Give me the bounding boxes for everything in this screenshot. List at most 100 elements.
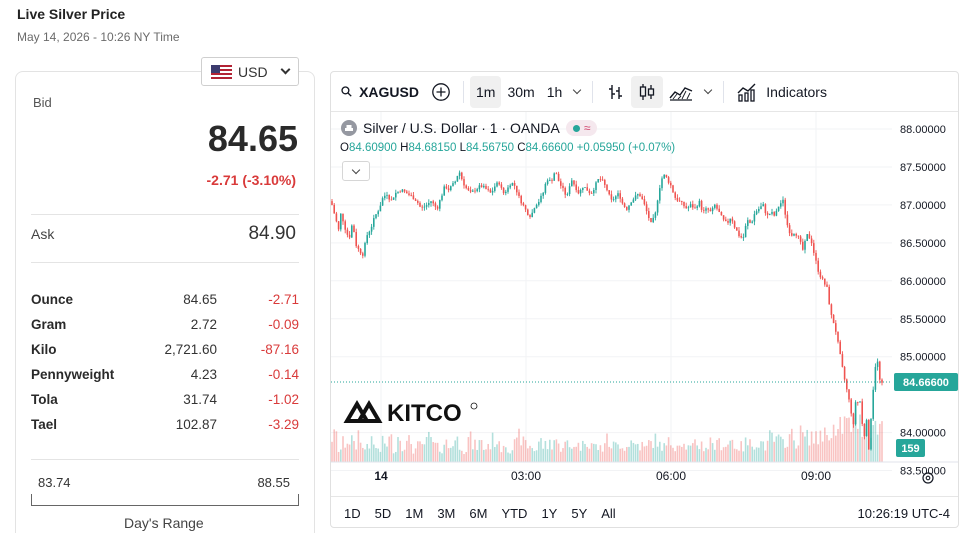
volume-bar — [810, 431, 813, 462]
volume-bar — [667, 437, 670, 462]
volume-bar — [859, 414, 861, 462]
volume-bar — [593, 443, 595, 462]
area-chart-type-button[interactable] — [663, 76, 699, 108]
volume-bar — [549, 439, 551, 462]
indicators-button[interactable]: Indicators — [730, 76, 833, 108]
page-title: Live Silver Price — [17, 6, 126, 22]
volume-bar — [747, 445, 749, 462]
volume-bar — [841, 433, 844, 462]
candle-body — [487, 188, 489, 190]
candle-body — [560, 181, 562, 186]
symbol-search[interactable]: XAGUSD — [331, 76, 425, 108]
currency-value: USD — [238, 63, 268, 80]
candle-body — [817, 260, 819, 272]
range-ytd-button[interactable]: YTD — [501, 505, 528, 521]
range-all-button[interactable]: All — [601, 505, 616, 521]
candle-body — [333, 204, 335, 214]
page-subtitle: May 14, 2026 - 10:26 NY Time — [17, 30, 180, 44]
interval-dropdown[interactable] — [568, 76, 586, 108]
range-3m-button[interactable]: 3M — [437, 505, 456, 521]
collapse-legend-button[interactable] — [342, 161, 370, 181]
candle-body — [379, 205, 382, 212]
volume-bar — [381, 435, 384, 462]
volume-bar — [551, 449, 553, 462]
volume-bar — [441, 453, 443, 462]
market-status-badge[interactable]: ≈ — [565, 120, 598, 136]
candle-body — [582, 187, 584, 190]
candle-body — [722, 215, 725, 220]
candle-body — [584, 187, 586, 189]
candle-body — [553, 173, 555, 181]
interval-30m[interactable]: 30m — [507, 83, 535, 100]
x-tick-label: 09:00 — [801, 469, 831, 483]
volume-bar — [843, 416, 846, 462]
candle-body — [740, 236, 742, 238]
candle-body — [782, 199, 784, 204]
volume-bar — [573, 446, 575, 462]
volume-bar — [630, 440, 632, 462]
range-1d-button[interactable]: 1D — [344, 505, 361, 521]
candle-body — [645, 204, 648, 212]
candle-body — [751, 221, 753, 223]
volume-bar — [733, 448, 736, 462]
unit-row: Pennyweight 4.23 -0.14 — [31, 362, 299, 387]
range-1m-button[interactable]: 1M — [405, 505, 424, 521]
range-5d-button[interactable]: 5D — [374, 505, 392, 521]
candle-body — [586, 187, 588, 191]
volume-bar — [736, 449, 738, 462]
interval-1m[interactable]: 1m — [470, 75, 502, 108]
toolbar-separator — [723, 80, 725, 103]
compare-symbol-button[interactable] — [425, 76, 457, 108]
bar-chart-type-button[interactable] — [599, 76, 631, 108]
candle-body — [850, 399, 852, 414]
volume-bar — [650, 441, 652, 462]
currency-select[interactable]: USD — [201, 57, 299, 86]
candle-body — [683, 201, 685, 207]
candle-body — [395, 192, 397, 198]
candle-body — [760, 206, 762, 209]
volume-bar — [753, 449, 756, 462]
candle-body — [606, 184, 608, 191]
range-1y-button[interactable]: 1Y — [541, 505, 558, 521]
candle-body — [353, 225, 355, 233]
interval-1h[interactable]: 1h — [546, 83, 563, 100]
candle-body — [802, 241, 804, 250]
volume-bar — [535, 450, 538, 462]
candle-body — [727, 221, 729, 223]
volume-bar — [813, 443, 815, 462]
volume-bar — [390, 434, 393, 462]
volume-bar — [555, 439, 558, 462]
candle-body — [874, 366, 877, 390]
chart-type-dropdown[interactable] — [699, 76, 717, 108]
candle-body — [729, 218, 731, 223]
kitco-wordmark: KITCO — [387, 400, 462, 427]
volume-bar — [425, 437, 428, 462]
range-6m-button[interactable]: 6M — [469, 505, 488, 521]
candle-body — [544, 183, 547, 193]
settings-icon[interactable] — [922, 472, 934, 484]
symbol-logo-icon — [341, 120, 357, 136]
candle-chart-type-button[interactable] — [631, 75, 664, 108]
candle-body — [406, 191, 408, 194]
candle-body — [348, 234, 351, 238]
volume-bar — [586, 446, 588, 462]
candle-body — [533, 208, 536, 213]
volume-bar — [606, 433, 608, 462]
candle-body — [502, 187, 505, 194]
candle-body — [410, 194, 412, 196]
volume-bar — [637, 443, 639, 462]
volume-bar — [480, 440, 483, 462]
price-chart[interactable]: KITCO 88.00000 87.50000 87.00000 86.50000 86… — [331, 112, 959, 496]
candle-body — [749, 220, 751, 223]
range-5y-button[interactable]: 5Y — [571, 505, 588, 521]
ask-label: Ask — [31, 226, 55, 242]
volume-bar — [333, 429, 335, 462]
volume-bar — [725, 446, 727, 462]
chart-clock[interactable]: 10:26:19 UTC-4 — [857, 505, 951, 521]
candle-body — [694, 207, 696, 209]
volume-bar — [643, 446, 646, 462]
unit-name: Ounce — [31, 292, 74, 307]
volume-bar — [872, 425, 874, 462]
candle-body — [775, 210, 778, 216]
volume-bar — [364, 449, 366, 462]
